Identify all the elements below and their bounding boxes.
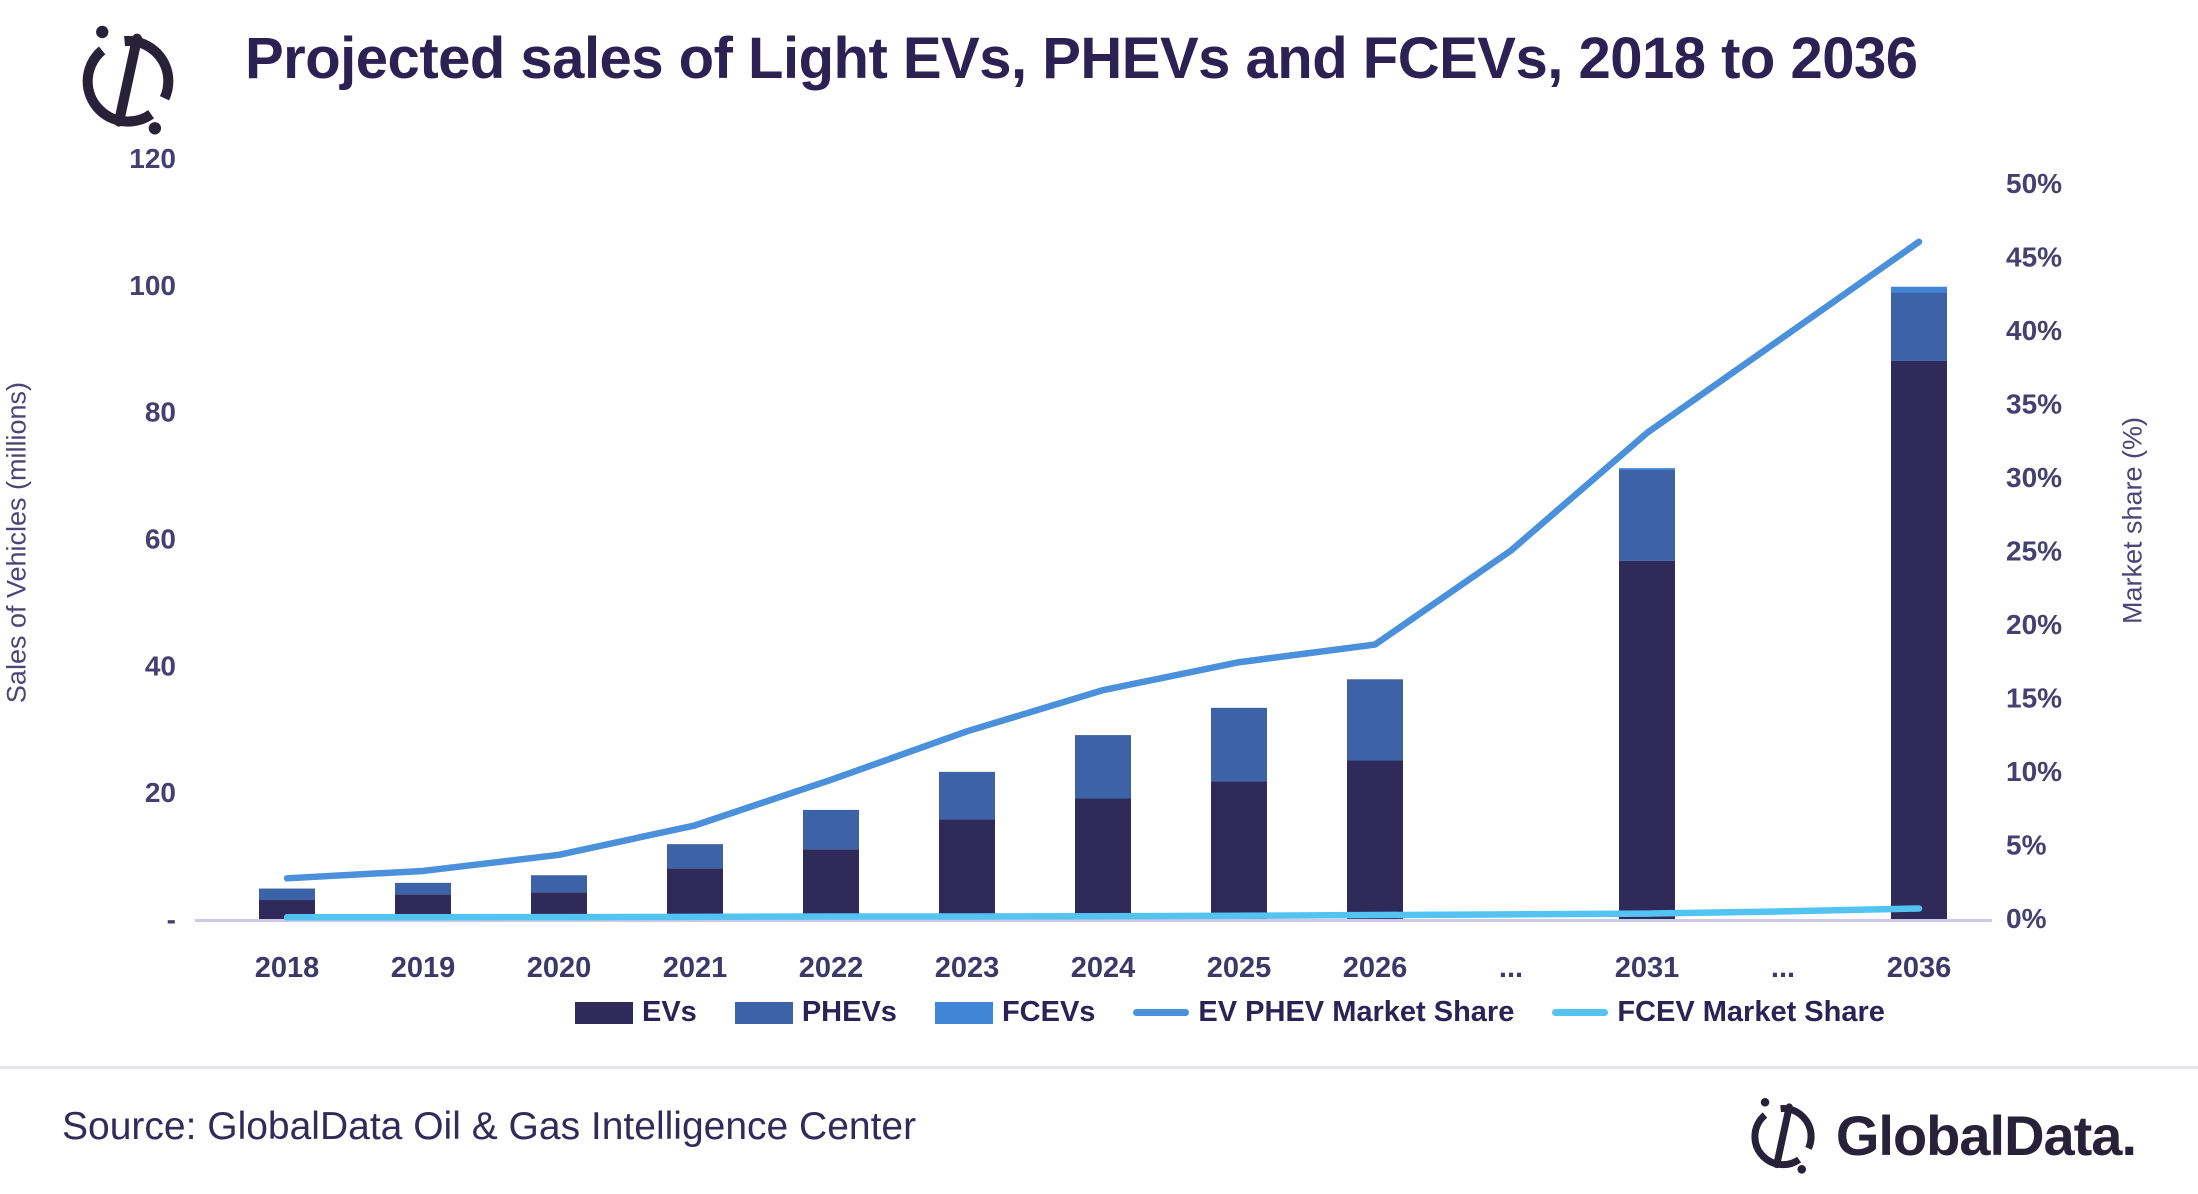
bar-segment-fcevs-2031 (1619, 468, 1675, 471)
source-text: Source: GlobalData Oil & Gas Intelligenc… (62, 1105, 917, 1148)
bar-segment-phevs-2023 (939, 771, 995, 820)
bar-segment-phevs-2020 (531, 875, 587, 893)
left-axis-tick-label: 40 (145, 650, 176, 681)
bar-segment-evs-2023 (939, 819, 995, 919)
bar-segment-evs-2024 (1075, 798, 1131, 919)
page-title: Projected sales of Light EVs, PHEVs and … (245, 26, 1918, 91)
right-axis-tick-label: 35% (2006, 389, 2062, 420)
bar-segment-phevs-2036 (1891, 292, 1947, 361)
right-axis-tick-label: 40% (2006, 315, 2062, 346)
right-axis-tick-label: 50% (2006, 168, 2062, 199)
right-axis-tick-label: 25% (2006, 536, 2062, 567)
globaldata-wordmark: GlobalData. (1835, 1103, 2137, 1167)
bar-segment-evs-2025 (1211, 781, 1267, 919)
x-axis-label-2026: 2026 (1343, 952, 1408, 984)
bar-segment-evs-2036 (1891, 360, 1947, 919)
footer-divider (0, 1066, 2198, 1069)
bar-segment-phevs-2021 (667, 844, 723, 869)
legend-item-phevs: PHEVs (734, 996, 897, 1029)
x-axis-label-2031: 2031 (1615, 952, 1680, 984)
x-axis-label-...: ... (1771, 952, 1795, 984)
right-axis-tick-label: 45% (2006, 242, 2062, 273)
left-axis-tick-label: 100 (129, 270, 176, 301)
right-axis-tick-label: 30% (2006, 462, 2062, 493)
x-axis-label-2036: 2036 (1887, 952, 1952, 984)
legend-label: EV PHEV Market Share (1198, 996, 1515, 1028)
bar-segment-evs-2031 (1619, 560, 1675, 919)
bar-segment-phevs-2024 (1075, 735, 1131, 799)
right-axis-tick-label: 5% (2006, 830, 2047, 861)
bar-segment-evs-2021 (667, 868, 723, 919)
bar-segment-phevs-2026 (1347, 679, 1403, 761)
bar-segment-phevs-2022 (803, 809, 859, 850)
legend-item-ev-phev-share: EV PHEV Market Share (1133, 996, 1514, 1029)
fcev-share-line-swatch (1552, 1009, 1609, 1016)
x-axis-label-2025: 2025 (1207, 952, 1272, 984)
legend-item-fcevs: FCEVs (934, 996, 1096, 1029)
right-axis-tick-label: 10% (2006, 756, 2062, 787)
x-axis-label-2018: 2018 (255, 952, 320, 984)
left-axis-tick-label: 80 (145, 397, 176, 428)
ev-phev-market-share-line (283, 238, 1923, 882)
globaldata-logo-icon (1744, 1094, 1822, 1176)
left-axis-tick-label: 120 (129, 143, 176, 174)
ev-phev-share-line-swatch (1133, 1009, 1190, 1016)
right-axis-tick-label: 15% (2006, 683, 2062, 714)
chart-legend: EVs PHEVs FCEVs EV PHEV Market Share FCE… (575, 996, 1885, 1029)
right-axis-tick-label: 0% (2006, 903, 2047, 934)
bar-segment-phevs-2025 (1211, 707, 1267, 782)
bar-segment-evs-2022 (803, 849, 859, 919)
left-axis-tick-label: 20 (145, 777, 176, 808)
x-axis-label-2023: 2023 (935, 952, 1000, 984)
x-axis-label-2019: 2019 (391, 952, 456, 984)
legend-label: FCEVs (1001, 996, 1096, 1028)
fcevs-swatch (934, 1001, 993, 1024)
x-axis-label-2022: 2022 (799, 952, 864, 984)
legend-item-evs: EVs (575, 996, 697, 1029)
globaldata-brand: GlobalData. (1744, 1094, 2137, 1176)
evs-swatch (575, 1001, 633, 1024)
bar-segment-phevs-2019 (395, 882, 451, 895)
bar-segment-evs-2026 (1347, 760, 1403, 919)
fcev-market-share-line (283, 905, 1923, 921)
phevs-swatch (734, 1001, 793, 1024)
bar-segment-fcevs-2036 (1891, 286, 1947, 293)
right-axis-tick-label: 20% (2006, 609, 2062, 640)
bar-segment-phevs-2031 (1619, 470, 1675, 561)
bar-segment-phevs-2018 (259, 888, 315, 900)
x-axis-label-2020: 2020 (527, 952, 592, 984)
x-axis-label-2024: 2024 (1071, 952, 1136, 984)
legend-label: PHEVs (801, 996, 897, 1028)
x-axis-label-...: ... (1499, 952, 1523, 984)
legend-label: EVs (642, 996, 697, 1028)
left-axis-tick-label: - (167, 904, 176, 935)
legend-label: FCEV Market Share (1617, 996, 1885, 1028)
legend-item-fcev-share: FCEV Market Share (1552, 996, 1885, 1029)
x-axis-label-2021: 2021 (663, 952, 728, 984)
left-axis-tick-label: 60 (145, 524, 176, 555)
